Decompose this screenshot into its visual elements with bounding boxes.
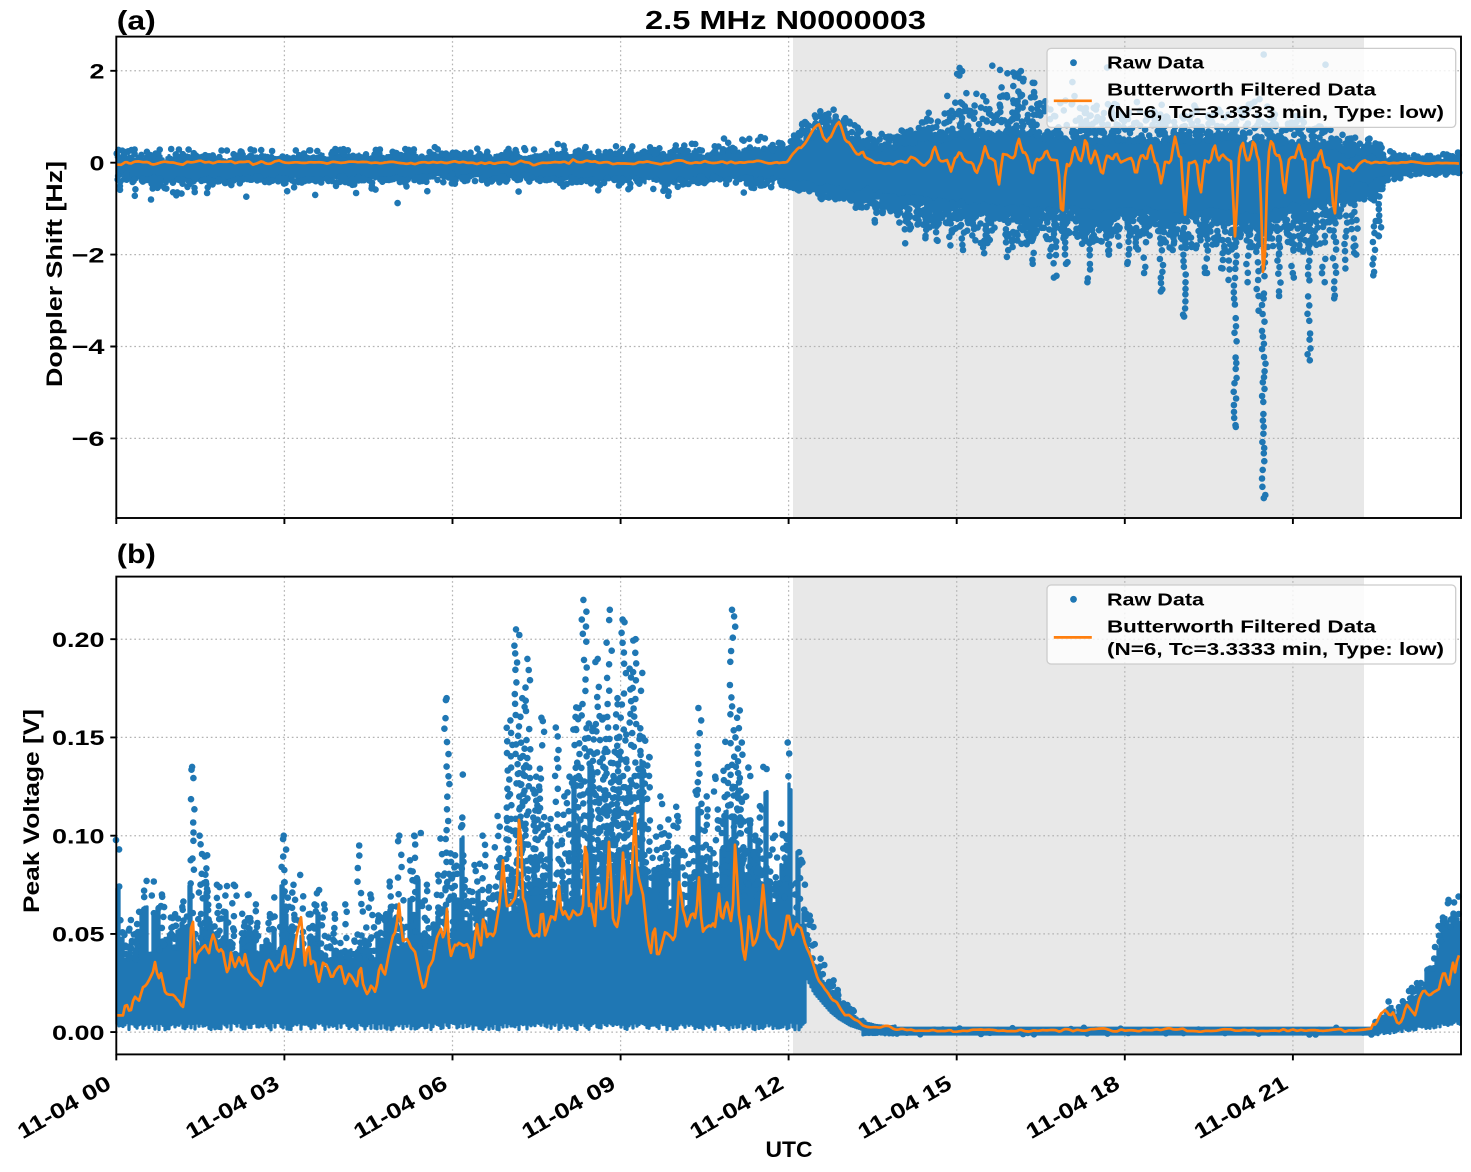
- svg-text:UTC: UTC: [766, 1137, 813, 1162]
- svg-text:Butterworth Filtered Data: Butterworth Filtered Data: [1107, 80, 1376, 100]
- svg-text:(a): (a): [117, 6, 156, 36]
- svg-text:(N=6, Tc=3.3333 min, Type: low: (N=6, Tc=3.3333 min, Type: low): [1107, 639, 1444, 659]
- svg-text:Raw Data: Raw Data: [1107, 589, 1204, 609]
- svg-text:2.5 MHz N0000003: 2.5 MHz N0000003: [645, 5, 926, 35]
- svg-text:(b): (b): [117, 539, 156, 569]
- svg-text:0.05: 0.05: [52, 923, 105, 947]
- svg-text:0.20: 0.20: [52, 628, 105, 652]
- svg-text:2: 2: [90, 60, 105, 84]
- svg-text:−6: −6: [72, 427, 105, 451]
- svg-text:−4: −4: [72, 335, 105, 359]
- svg-text:Peak Voltage [V]: Peak Voltage [V]: [19, 709, 44, 913]
- svg-text:0.00: 0.00: [52, 1021, 105, 1045]
- svg-text:Raw Data: Raw Data: [1107, 53, 1204, 73]
- svg-text:0.15: 0.15: [52, 726, 105, 750]
- svg-text:Doppler Shift [Hz]: Doppler Shift [Hz]: [42, 161, 67, 387]
- svg-text:0: 0: [90, 151, 105, 175]
- svg-text:−2: −2: [72, 243, 105, 267]
- svg-text:(N=6, Tc=3.3333 min, Type: low: (N=6, Tc=3.3333 min, Type: low): [1107, 102, 1444, 122]
- svg-text:0.10: 0.10: [52, 824, 105, 848]
- svg-text:Butterworth Filtered Data: Butterworth Filtered Data: [1107, 616, 1376, 636]
